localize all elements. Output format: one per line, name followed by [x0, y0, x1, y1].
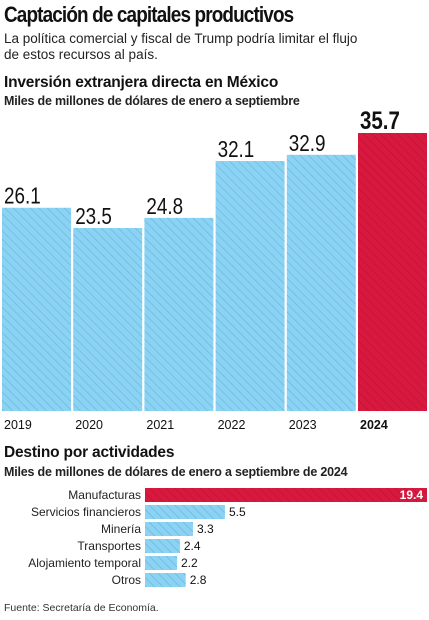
category-label-3: Transportes [77, 539, 141, 553]
value-label-2020: 23.5 [75, 204, 112, 229]
tick-label-2019: 2019 [4, 418, 32, 432]
hbar-value-4: 2.2 [181, 556, 198, 570]
hbar-value-3: 2.4 [184, 539, 201, 553]
tick-label-2022: 2022 [218, 418, 246, 432]
hbar-value-5: 2.8 [190, 573, 207, 587]
chart2-subtitle: Miles de millones de dólares de enero a … [4, 465, 348, 479]
hbar-value-2: 3.3 [197, 522, 214, 536]
bar-2022 [215, 161, 285, 411]
value-label-2023: 32.9 [289, 131, 326, 156]
hbar-4 [145, 556, 177, 570]
source-note: Fuente: Secretaría de Economía. [4, 602, 159, 614]
page-title: Captación de capitales productivos [4, 2, 294, 27]
category-label-4: Alojamiento temporal [28, 556, 141, 570]
tick-label-2023: 2023 [289, 418, 317, 432]
value-label-2019: 26.1 [4, 184, 41, 209]
hbar-value-1: 5.5 [229, 505, 246, 519]
hbar-0 [145, 488, 427, 502]
value-label-2022: 32.1 [218, 137, 255, 162]
hbar-5 [145, 573, 186, 587]
page-subtitle: La política comercial y fiscal de Trump … [4, 31, 358, 62]
category-label-2: Minería [101, 522, 141, 536]
bar-2021 [144, 217, 214, 411]
hbar-1 [145, 505, 225, 519]
tick-label-2024: 2024 [360, 418, 388, 432]
bar-2019 [2, 207, 71, 411]
tick-label-2021: 2021 [146, 418, 174, 432]
hbar-2 [145, 522, 193, 536]
ied-bar-chart: 26.1 2019 23.5 2020 24.8 2021 32.1 2022 32.9 2023… [2, 106, 427, 432]
chart1-title: Inversión extranjera directa en México [4, 74, 279, 91]
category-label-0: Manufacturas [68, 488, 141, 502]
hbar-3 [145, 539, 180, 553]
value-label-2021: 24.8 [146, 194, 183, 219]
tick-label-2020: 2020 [75, 418, 103, 432]
bar-2023 [286, 154, 356, 411]
activities-bar-chart: Manufacturas 19.4 Servicios financieros 5.5… [28, 488, 427, 587]
chart2-title: Destino por actividades [4, 444, 175, 461]
category-label-1: Servicios financieros [31, 505, 141, 519]
bar-2024 [358, 133, 427, 411]
chart1-subtitle: Miles de millones de dólares de enero a … [4, 94, 300, 108]
hbar-value-0: 19.4 [400, 488, 424, 502]
bar-2020 [73, 228, 143, 411]
category-label-5: Otros [112, 573, 141, 587]
value-label-2024: 35.7 [360, 106, 400, 134]
